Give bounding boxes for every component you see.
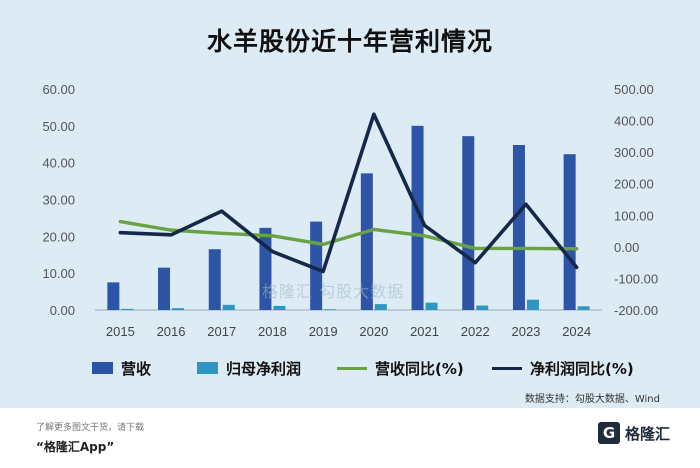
right-axis-tick: -100.00 [614,271,658,286]
logo-icon: G [597,422,620,444]
download-tip: 了解更多图文干货，请下载 [36,423,145,433]
right-axis-tick: 400.00 [614,114,654,129]
legend-swatch-revenue-yoy [337,366,367,370]
legend-swatch-revenue [92,362,113,374]
footer: 了解更多图文干货，请下载 “格隆汇App” G 格隆汇 [0,408,700,468]
app-name: “格隆汇App” [36,440,115,454]
revenue-bar [563,154,576,310]
chart-title: 水羊股份近十年营利情况 [206,27,493,56]
net-profit-bar [324,309,337,311]
net-profit-bar [172,308,185,310]
legend-item-revenue-yoy: 营收同比(%) [337,357,464,379]
x-axis-tick: 2024 [562,324,591,339]
left-axis-tick: 40.00 [42,156,75,171]
left-axis-tick: 20.00 [42,229,75,244]
right-axis-tick: 500.00 [614,82,654,97]
x-axis-tick: 2023 [511,324,540,339]
logo-text: 格隆汇 [624,424,670,443]
profit-yoy-line [118,112,579,274]
legend: 营收 归母净利润 营收同比(%) 净利润同比(%) [92,357,652,379]
net-profit-bar [222,304,235,310]
legend-label-net-profit: 归母净利润 [226,359,302,378]
revenue-bar [512,144,525,310]
revenue-bar [208,249,221,310]
legend-item-revenue: 营收 [92,357,151,379]
data-source: 数据支持：勾股大数据、Wind [524,394,660,405]
left-axis-tick: 0.00 [50,303,75,318]
x-axis-tick: 2018 [258,324,287,339]
net-profit-bar [476,305,489,310]
right-axis-tick: 200.00 [614,177,654,192]
net-profit-bar [121,308,134,310]
legend-label-revenue-yoy: 营收同比(%) [375,359,464,378]
revenue-bar [360,173,373,310]
right-axis-tick: 100.00 [614,208,654,223]
net-profit-bar [577,306,590,310]
net-profit-bar [273,305,286,310]
logo: G 格隆汇 [597,422,670,444]
left-axis-tick: 10.00 [42,266,75,281]
x-axis-tick: 2020 [359,324,388,339]
legend-item-profit-yoy: 净利润同比(%) [492,357,634,379]
left-axis-tick: 60.00 [42,82,75,97]
revenue-bar [411,125,424,310]
watermark: 格隆汇 勾股大数据 [262,282,405,301]
x-axis-tick: 2017 [207,324,236,339]
legend-item-net-profit: 归母净利润 [197,357,301,379]
x-axis-tick: 2022 [461,324,490,339]
legend-label-profit-yoy: 净利润同比(%) [530,359,634,378]
x-axis-tick: 2019 [309,324,338,339]
revenue-yoy-line [118,219,579,251]
x-axis-tick: 2015 [106,324,135,339]
legend-swatch-net-profit [197,362,218,374]
revenue-bar [158,267,171,310]
legend-swatch-profit-yoy [492,366,522,370]
left-axis-tick: 50.00 [42,119,75,134]
net-profit-bar [526,299,539,310]
right-axis-tick: 0.00 [614,240,639,255]
x-axis-tick: 2016 [157,324,186,339]
net-profit-bar [374,304,387,310]
net-profit-bar [425,302,438,310]
chart-panel [0,0,700,408]
x-axis-tick: 2021 [410,324,439,339]
combo-chart: 60.00 50.00 40.00 30.00 20.00 10.00 0.00 500.00… [42,82,658,339]
revenue-bar [107,282,120,310]
revenue-bar [462,136,475,310]
right-axis-tick: -200.00 [614,303,658,318]
legend-label-revenue: 营收 [121,359,152,378]
right-axis-tick: 300.00 [614,145,654,160]
left-axis-tick: 30.00 [42,193,75,208]
